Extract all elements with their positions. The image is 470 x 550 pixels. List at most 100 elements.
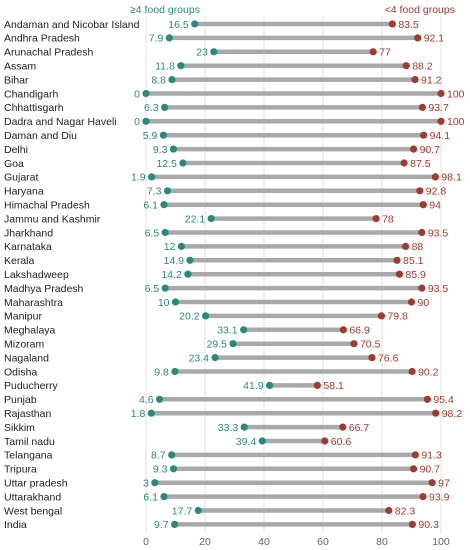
high-point bbox=[402, 242, 410, 250]
high-value-label: 95.4 bbox=[433, 394, 454, 406]
state-label: Gujarat bbox=[4, 172, 39, 184]
high-value-label: 93.9 bbox=[429, 491, 450, 503]
low-point bbox=[184, 270, 192, 278]
state-label: India bbox=[4, 519, 27, 531]
low-point bbox=[171, 298, 180, 306]
high-value-label: 88 bbox=[412, 241, 424, 253]
low-value-label: 5.9 bbox=[143, 130, 158, 142]
low-point bbox=[160, 103, 169, 111]
low-value-label: 9.3 bbox=[153, 144, 168, 156]
low-value-label: 8.8 bbox=[151, 74, 166, 86]
low-point bbox=[240, 423, 248, 431]
high-point bbox=[419, 131, 428, 139]
high-point bbox=[437, 89, 445, 98]
low-value-label: 7.3 bbox=[147, 186, 162, 198]
low-value-label: 12.5 bbox=[156, 158, 177, 170]
high-value-label: 90.7 bbox=[420, 464, 441, 476]
state-label: Punjab bbox=[4, 394, 37, 406]
legend-low-label: ≥4 food groups bbox=[130, 4, 200, 16]
high-point bbox=[369, 48, 377, 56]
low-point bbox=[169, 465, 178, 473]
state-label: Chhattisgarh bbox=[4, 102, 64, 114]
low-value-label: 14.9 bbox=[164, 255, 185, 267]
state-label: Bihar bbox=[4, 74, 29, 86]
high-point bbox=[409, 145, 418, 153]
high-value-label: 100 bbox=[447, 88, 465, 100]
low-value-label: 6.1 bbox=[143, 200, 158, 212]
high-point bbox=[408, 520, 416, 529]
high-point bbox=[431, 173, 439, 181]
high-value-label: 60.6 bbox=[331, 436, 352, 448]
high-point bbox=[432, 409, 440, 417]
high-value-label: 85.9 bbox=[405, 269, 426, 281]
low-value-label: 6.5 bbox=[145, 227, 160, 239]
low-point bbox=[186, 256, 194, 264]
low-value-label: 9.3 bbox=[153, 464, 168, 476]
high-value-label: 90.7 bbox=[420, 144, 441, 156]
high-value-label: 94 bbox=[429, 200, 441, 212]
low-point bbox=[160, 201, 168, 209]
x-tick-label: 100 bbox=[432, 536, 450, 548]
low-point bbox=[142, 117, 150, 125]
low-point bbox=[177, 242, 185, 250]
state-label: West bengal bbox=[4, 505, 62, 517]
low-point bbox=[169, 145, 178, 153]
legend-high-label: <4 food groups bbox=[385, 4, 455, 16]
low-point bbox=[179, 159, 187, 167]
state-label: Himachal Pradesh bbox=[4, 200, 90, 212]
state-label: Andaman and Nicobar Island bbox=[4, 19, 140, 31]
state-label: Karnataka bbox=[4, 241, 52, 253]
high-value-label: 66.9 bbox=[349, 325, 370, 337]
low-value-label: 14.2 bbox=[161, 269, 182, 281]
low-point bbox=[171, 520, 179, 529]
low-value-label: 11.8 bbox=[155, 61, 175, 73]
state-label: Sikkim bbox=[4, 422, 35, 434]
x-tick-label: 0 bbox=[143, 536, 149, 548]
state-label: Assam bbox=[4, 61, 36, 73]
high-point bbox=[377, 312, 386, 320]
low-value-label: 7.9 bbox=[149, 33, 164, 45]
high-point bbox=[372, 215, 380, 223]
low-value-label: 23 bbox=[196, 47, 208, 59]
low-value-label: 3 bbox=[143, 478, 149, 490]
state-label: Delhi bbox=[4, 144, 28, 156]
low-value-label: 20.2 bbox=[179, 311, 200, 323]
low-value-label: 6.3 bbox=[144, 102, 159, 114]
high-value-label: 82.3 bbox=[395, 505, 416, 517]
low-point bbox=[168, 76, 176, 84]
high-value-label: 58.1 bbox=[323, 380, 344, 392]
high-point bbox=[385, 506, 393, 515]
high-value-label: 93.7 bbox=[428, 102, 449, 114]
low-point bbox=[165, 34, 173, 42]
low-point bbox=[168, 451, 176, 459]
state-label: Mizoram bbox=[4, 339, 45, 351]
high-value-label: 100 bbox=[447, 116, 465, 128]
low-point bbox=[161, 284, 169, 292]
high-value-label: 78 bbox=[382, 213, 394, 225]
state-label: Telangana bbox=[4, 450, 53, 462]
state-label: Tripura bbox=[4, 464, 37, 476]
high-value-label: 88.2 bbox=[412, 61, 433, 73]
low-value-label: 17.7 bbox=[172, 505, 193, 517]
state-label: Lakshadweep bbox=[4, 269, 69, 281]
high-value-label: 93.5 bbox=[428, 283, 449, 295]
high-value-label: 98.2 bbox=[442, 408, 463, 420]
low-value-label: 0 bbox=[134, 116, 140, 128]
high-point bbox=[419, 201, 427, 209]
low-point bbox=[147, 409, 155, 417]
high-value-label: 91.2 bbox=[421, 74, 442, 86]
low-value-label: 9.7 bbox=[154, 519, 169, 531]
state-label: Andhra Pradesh bbox=[4, 33, 80, 45]
high-value-label: 87.5 bbox=[410, 158, 431, 170]
state-label: Rajasthan bbox=[4, 408, 51, 420]
high-point bbox=[437, 117, 445, 125]
low-point bbox=[201, 312, 210, 320]
low-value-label: 29.5 bbox=[207, 339, 228, 351]
state-label: Arunachal Pradesh bbox=[4, 47, 93, 59]
x-tick-label: 20 bbox=[199, 536, 211, 548]
high-value-label: 97 bbox=[438, 478, 450, 490]
low-value-label: 6.5 bbox=[145, 283, 160, 295]
x-tick-label: 80 bbox=[376, 536, 388, 548]
high-value-label: 85.1 bbox=[403, 255, 424, 267]
